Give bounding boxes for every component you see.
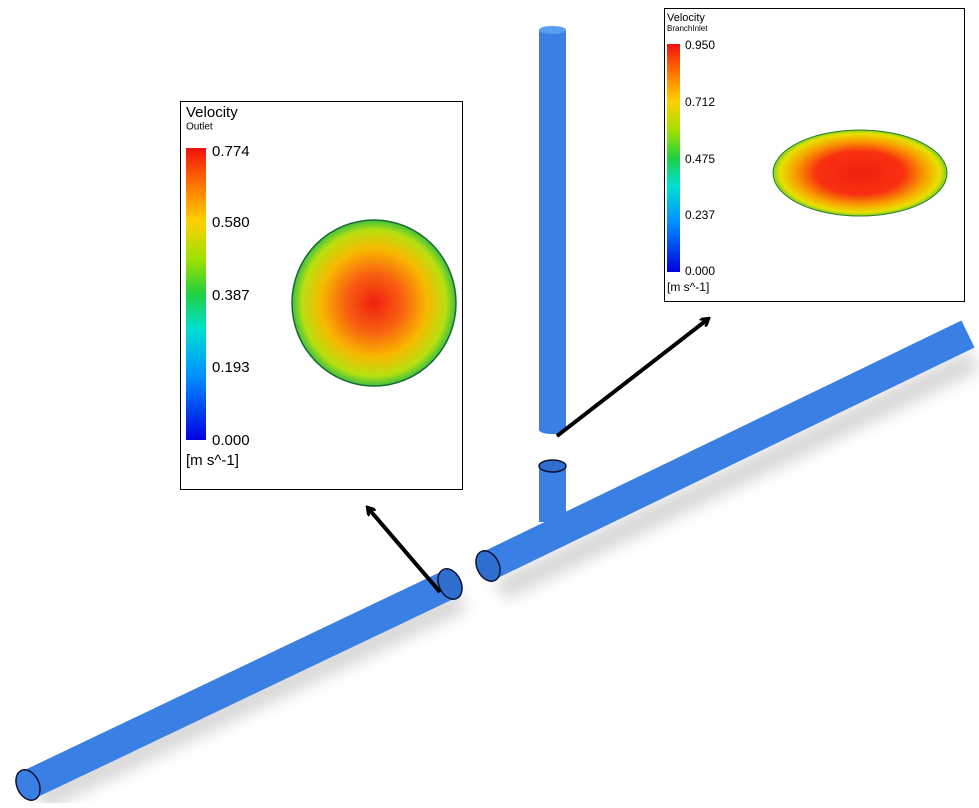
tick-label: 0.000 — [685, 264, 715, 278]
tick-label: 0.950 — [685, 38, 715, 52]
outlet-pipe — [11, 565, 466, 803]
unit-label: [m s^-1] — [667, 280, 709, 294]
colorbar — [667, 44, 680, 272]
outlet-panel: Velocity Outlet 0.774 0.580 0.387 0.193 … — [181, 102, 463, 490]
tick-label: 0.712 — [685, 95, 715, 109]
contour — [773, 130, 947, 216]
tick-label: 0.774 — [212, 143, 250, 160]
colorbar — [186, 148, 206, 440]
tick-label: 0.580 — [212, 214, 250, 231]
contour — [292, 220, 456, 386]
tick-label: 0.475 — [685, 152, 715, 166]
branch-panel: Velocity BranchInlet 0.950 0.712 0.475 0… — [665, 9, 965, 302]
legend-title: Velocity — [667, 12, 705, 24]
scene: Velocity Outlet 0.774 0.580 0.387 0.193 … — [0, 0, 979, 803]
legend-location: BranchInlet — [667, 24, 708, 33]
unit-label: [m s^-1] — [186, 452, 239, 469]
tick-label: 0.237 — [685, 208, 715, 222]
tick-label: 0.387 — [212, 287, 250, 304]
tick-label: 0.000 — [212, 432, 250, 449]
legend-title: Velocity — [186, 104, 238, 121]
tick-label: 0.193 — [212, 359, 250, 376]
branch-pipe — [539, 26, 566, 434]
legend-location: Outlet — [186, 122, 213, 133]
arrow — [368, 508, 440, 592]
page: {"outlet_legend": {"title": "Velocity", … — [0, 0, 979, 803]
